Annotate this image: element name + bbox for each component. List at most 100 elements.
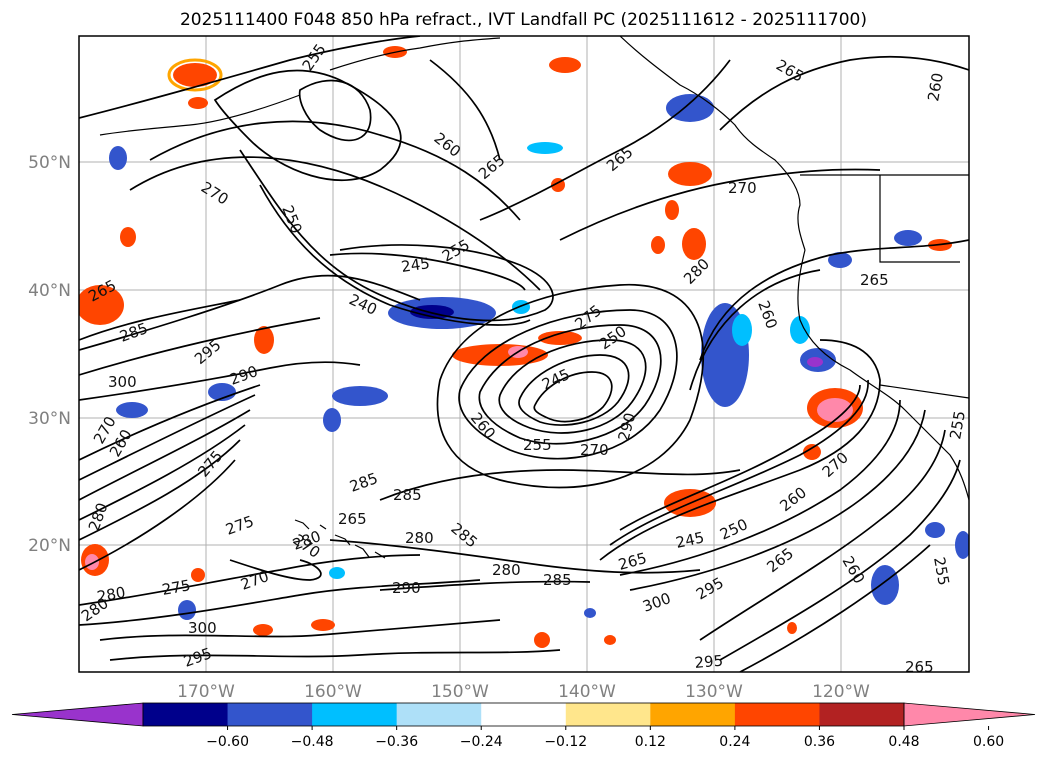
contour-line [518,354,630,426]
map-frame [78,35,970,673]
contour-line [79,554,421,606]
contour-line [79,361,361,401]
positive-anomaly-patch [167,58,223,92]
contour-line [79,439,241,541]
positive-anomaly-patch [191,568,205,582]
contour-line [429,59,501,161]
lon-label: 140°W [558,682,616,702]
refractivity-contours [79,36,969,672]
contour-line [739,544,931,672]
contour-label: 285 [393,486,422,504]
colorbar-segment [396,703,482,726]
contour-line [699,429,946,641]
contour-label: 265 [860,271,889,289]
colorbar-tick-label: 0.24 [719,734,750,750]
positive-anomaly-patch [188,97,208,109]
colorbar-tick-label: −0.48 [291,734,334,750]
contour-line [609,379,869,546]
negative-anomaly-patch [732,314,752,346]
lon-label: 120°W [812,682,870,702]
aleutian-islands [99,94,301,136]
coastlines [99,36,969,559]
colorbar-segment [734,703,820,726]
contour-label: 245 [674,528,706,552]
contour-label: 280 [96,583,127,606]
lon-label: 160°W [304,682,362,702]
colorbar-tick-label: 0.36 [804,734,835,750]
us-mexico-border [879,384,969,399]
positive-anomaly-patch [651,236,665,254]
contour-line [699,239,969,361]
longitude-axis: 170°W 160°W 150°W 140°W 130°W 120°W [177,682,870,702]
contour-line [79,394,256,481]
contour-line [478,324,662,445]
contour-line [458,309,678,460]
positive-anomaly-patch [254,326,274,354]
contour-line [619,399,901,576]
contour-line [99,619,501,641]
contour-line [109,649,561,661]
negative-anomaly-patch [871,565,899,605]
contour-line [79,299,241,341]
contour-label: 255 [946,409,969,440]
negative-anomaly-patch [894,230,922,246]
colorbar-tick-label: −0.60 [206,734,249,750]
positive-anomaly-patch [668,162,712,186]
contour-line [79,459,236,571]
negative-anomaly-patch [329,567,345,579]
negative-anomaly-patch [527,142,563,154]
colorbar-segment [481,703,567,726]
negative-anomaly-patch [807,357,823,367]
positive-anomaly-patch [538,331,582,345]
contour-line [329,252,526,291]
contour-line [619,384,861,531]
contour-label: 255 [523,436,552,454]
contour-line [129,156,541,291]
colorbar-segment [565,703,651,726]
negative-anomaly-patch [790,316,810,344]
lat-label: 50°N [28,153,71,173]
colorbar-segment [650,703,736,726]
contour-line [479,59,731,221]
contour-label: 255 [930,556,953,587]
contour-line [629,409,926,591]
contour-line [229,559,322,581]
alaska-coastline [619,36,806,251]
positive-anomaly-patch [452,344,548,366]
negative-anomaly-patch [584,608,596,618]
colorbar-segment [312,703,398,726]
contour-line [436,283,705,489]
colorbar-segment [227,703,313,726]
colorbar-over-extension [903,702,1036,727]
positive-anomaly-patch [549,57,581,73]
state-border [879,175,960,263]
alaska-peninsula-coastline [329,37,501,71]
positive-anomaly-patch [85,554,99,570]
negative-anomaly-patch [955,531,969,559]
contour-label: 265 [905,658,934,676]
negative-anomaly-patch [828,252,852,268]
contour-line [719,459,961,661]
negative-anomaly-patch [323,408,341,432]
positive-anomaly-patch [311,619,335,631]
contour-line [79,384,261,461]
negative-anomaly-patch [332,386,388,406]
contour-label: 290 [392,579,421,597]
colorbar-segment [143,703,229,726]
hawaiian-islands [294,519,386,559]
north-america-coastline [797,249,969,501]
positive-anomaly-patch [803,444,821,460]
map-title: 2025111400 F048 850 hPa refract., IVT La… [179,10,867,30]
lon-label: 150°W [431,682,489,702]
colorbar-tick-label: −0.36 [375,734,418,750]
negative-anomaly-patch [512,300,530,314]
colorbar-tick-label: 0.48 [888,734,919,750]
contour-line [298,79,372,142]
positive-anomaly-patch [173,63,217,87]
contour-label: 270 [580,441,609,459]
lon-label: 130°W [685,682,743,702]
lat-label: 40°N [28,281,71,301]
contour-line [689,269,821,391]
contour-line [329,539,701,574]
